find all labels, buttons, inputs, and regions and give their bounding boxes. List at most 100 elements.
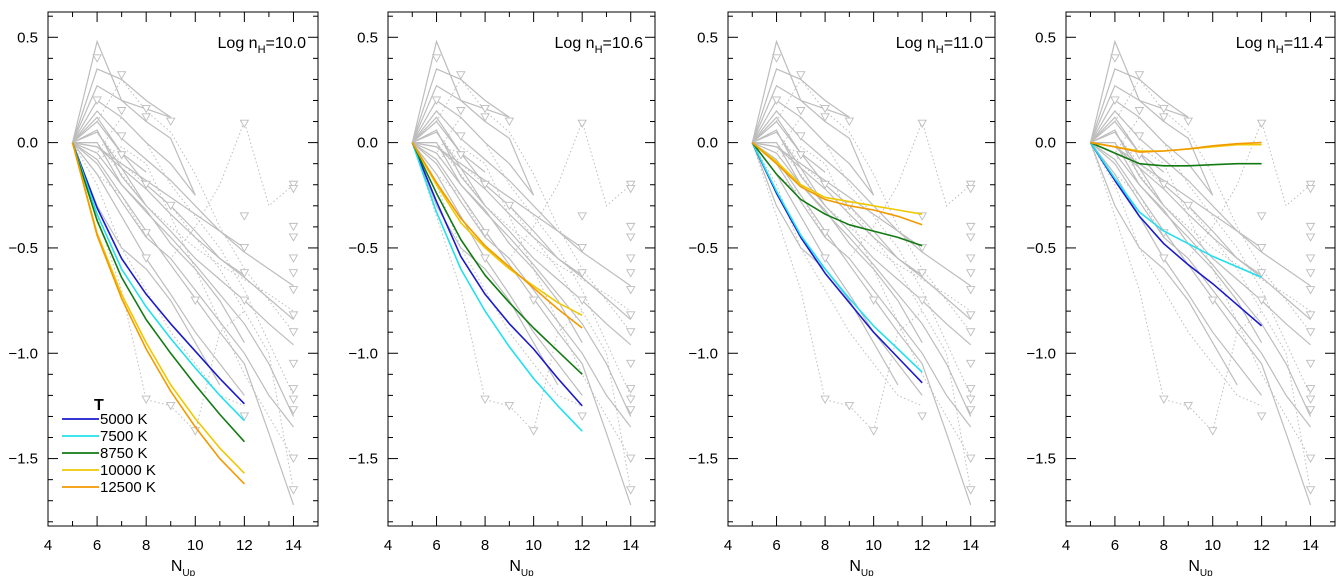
x-tick-label: 4: [1062, 537, 1070, 554]
observed-line: [411, 142, 632, 428]
observed-upper-limit-line: [411, 142, 583, 407]
series-line-7500k: [751, 142, 923, 373]
legend-label: 10000 K: [100, 462, 156, 479]
panel-3: 4 6 8 10 12 14 0.5 0.0 −0.5 −1.0 −1.5 NUp Log nH=11.…: [688, 11, 996, 579]
upper-limit-marker: [288, 311, 299, 320]
upper-limit-marker: [965, 254, 976, 263]
observed-line: [412, 142, 583, 343]
observed-upper-limit-line: [751, 119, 972, 260]
upper-limit-marker: [868, 296, 879, 306]
x-axis-label-main: N: [171, 558, 183, 575]
upper-limit-marker: [577, 212, 587, 221]
upper-limit-marker: [1110, 54, 1120, 63]
observed-upper-limit-line: [1090, 131, 1311, 491]
x-tick-label: 12: [914, 537, 931, 554]
observed-line: [72, 116, 147, 173]
observed-line: [72, 142, 295, 506]
upper-limit-marker: [625, 328, 636, 337]
observed-line: [1090, 142, 1263, 344]
y-tick-label: −0.5: [688, 240, 718, 257]
observed-line: [71, 99, 196, 196]
series-line-8750k: [71, 142, 245, 443]
x-tick-label: 10: [865, 537, 882, 554]
upper-limit-marker: [528, 296, 539, 306]
upper-limit-marker: [141, 395, 151, 405]
upper-limit-marker: [1207, 296, 1218, 306]
upper-limit-marker: [1183, 117, 1194, 126]
axes-frame: [1065, 11, 1336, 527]
y-tick-label: 0.0: [1035, 135, 1056, 152]
observed-upper-limit-line: [412, 142, 631, 312]
panel-label-suffix: =10.6: [603, 35, 644, 52]
observed-line: [1090, 142, 1311, 428]
legend-label: 12500 K: [100, 479, 156, 496]
upper-limit-marker: [577, 296, 587, 306]
y-tick-label: 0.0: [357, 135, 378, 152]
x-axis-label-sub: Up: [1200, 568, 1213, 576]
upper-limit-marker: [480, 104, 490, 114]
upper-limit-marker: [625, 486, 636, 495]
panel-2: 4 6 8 10 12 14 0.5 0.0 −0.5 −1.0 −1.5 NUp Log nH=10.…: [348, 11, 656, 579]
upper-limit-marker: [965, 222, 976, 232]
upper-limit-marker: [625, 180, 636, 190]
upper-limit-marker: [625, 385, 636, 394]
observed-upper-limit-line: [1090, 119, 1311, 260]
x-tick-label: 8: [481, 537, 489, 554]
observed-line: [411, 142, 632, 506]
upper-limit-marker: [1183, 201, 1194, 211]
series-line-5000k: [1089, 142, 1263, 327]
observed-line: [72, 142, 294, 287]
observed-upper-limit-line: [412, 131, 632, 491]
x-tick-label: 6: [432, 537, 440, 554]
observed-line: [752, 142, 923, 343]
upper-limit-marker: [625, 454, 636, 463]
upper-limit-marker: [965, 185, 976, 194]
observed-line: [1090, 142, 1311, 287]
upper-limit-marker: [288, 454, 299, 463]
observed-line: [751, 142, 923, 396]
observed-line: [72, 120, 245, 276]
upper-limit-marker: [165, 201, 176, 211]
upper-limit-marker: [577, 243, 587, 253]
observed-line: [751, 84, 850, 143]
upper-limit-marker: [625, 254, 636, 263]
x-tick-label: 6: [772, 537, 780, 554]
observed-line: [411, 84, 510, 143]
observed-line: [1089, 99, 1214, 196]
observed-upper-limit-line: [72, 142, 245, 407]
upper-limit-marker: [1305, 359, 1316, 369]
upper-limit-marker: [239, 212, 250, 221]
upper-limit-marker: [917, 412, 927, 421]
upper-limit-marker: [820, 229, 830, 238]
observed-line: [72, 142, 294, 321]
series-line-8750k: [1090, 141, 1262, 167]
upper-limit-marker: [239, 119, 250, 129]
x-tick-label: 8: [1160, 537, 1168, 554]
observed-line: [1090, 129, 1165, 207]
observed-line: [72, 131, 294, 346]
x-tick-label: 6: [93, 537, 101, 554]
upper-limit-marker: [1305, 311, 1316, 320]
upper-limit-marker: [1159, 180, 1169, 190]
upper-limit-marker: [504, 117, 515, 126]
upper-limit-marker: [239, 243, 250, 253]
plot-area: [71, 39, 299, 506]
upper-limit-marker: [1305, 222, 1316, 232]
upper-limit-marker: [504, 401, 515, 411]
upper-limit-marker: [917, 119, 927, 129]
panel-label-sub: H: [258, 44, 266, 56]
observed-upper-limit-line: [751, 142, 923, 433]
series-line-5000k: [751, 142, 923, 384]
plot-area: [751, 39, 976, 506]
panel-density-label: Log nH=11.4: [1236, 35, 1323, 56]
upper-limit-marker: [1134, 132, 1145, 141]
upper-limit-marker: [480, 254, 490, 263]
y-tick-label: 0.0: [697, 135, 718, 152]
y-tick-label: −0.5: [1026, 240, 1056, 257]
panel-label-sub: H: [936, 44, 944, 56]
upper-limit-marker: [1305, 233, 1316, 242]
x-axis-label-sub: Up: [861, 568, 874, 576]
upper-limit-marker: [1256, 269, 1267, 278]
upper-limit-marker: [965, 233, 976, 242]
panel-label-sub: H: [595, 44, 603, 56]
